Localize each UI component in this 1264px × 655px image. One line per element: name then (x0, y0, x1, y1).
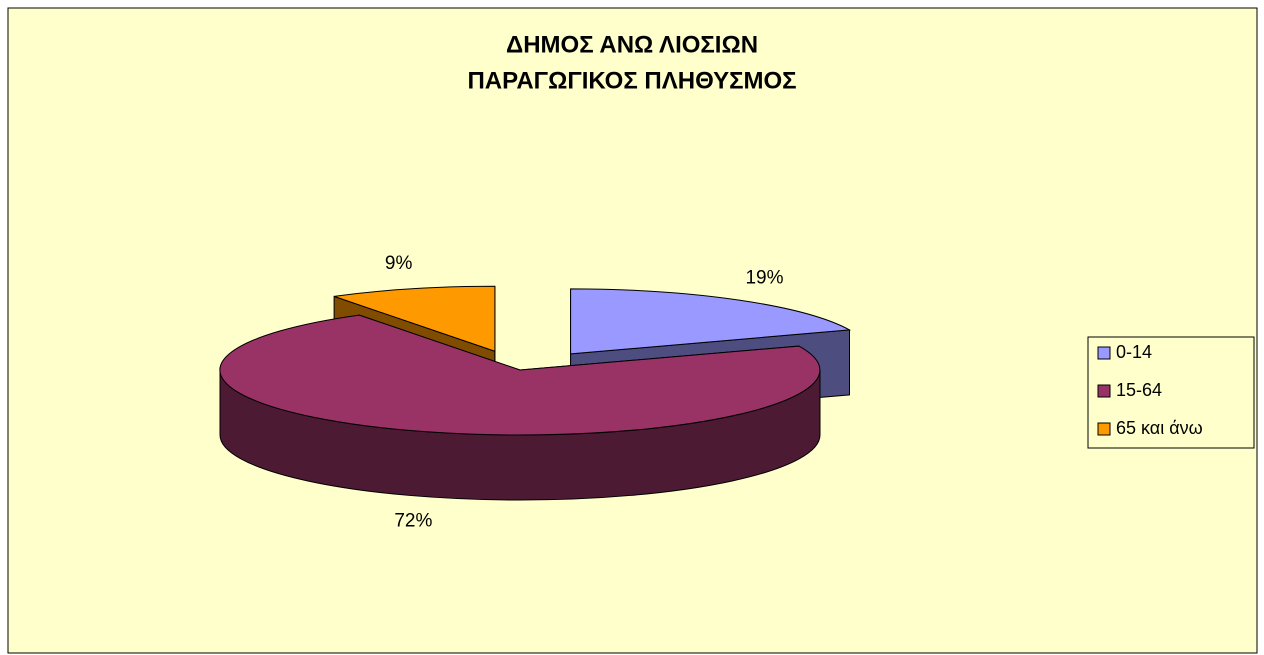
legend-label: 65 και άνω (1116, 418, 1203, 438)
legend-swatch (1097, 384, 1111, 398)
data-label: 9% (385, 253, 413, 274)
legend-label: 0-14 (1116, 342, 1152, 362)
pie-slice (333, 285, 496, 352)
data-label: 19% (745, 268, 783, 289)
pie-slice (219, 314, 821, 436)
chart-subtitle: ΠΑΡΑΓΩΓΙΚΟΣ ΠΛΗΘΥΣΜΟΣ (467, 67, 796, 94)
pie-slice (570, 288, 852, 355)
legend-label: 15-64 (1116, 380, 1162, 400)
legend-box (1087, 336, 1255, 449)
chart-title: ΔΗΜΟΣ ΑΝΩ ΛΙΟΣΙΩΝ (506, 31, 758, 58)
legend-swatch (1097, 422, 1111, 436)
legend-swatch (1097, 346, 1111, 360)
data-label: 72% (394, 511, 432, 532)
